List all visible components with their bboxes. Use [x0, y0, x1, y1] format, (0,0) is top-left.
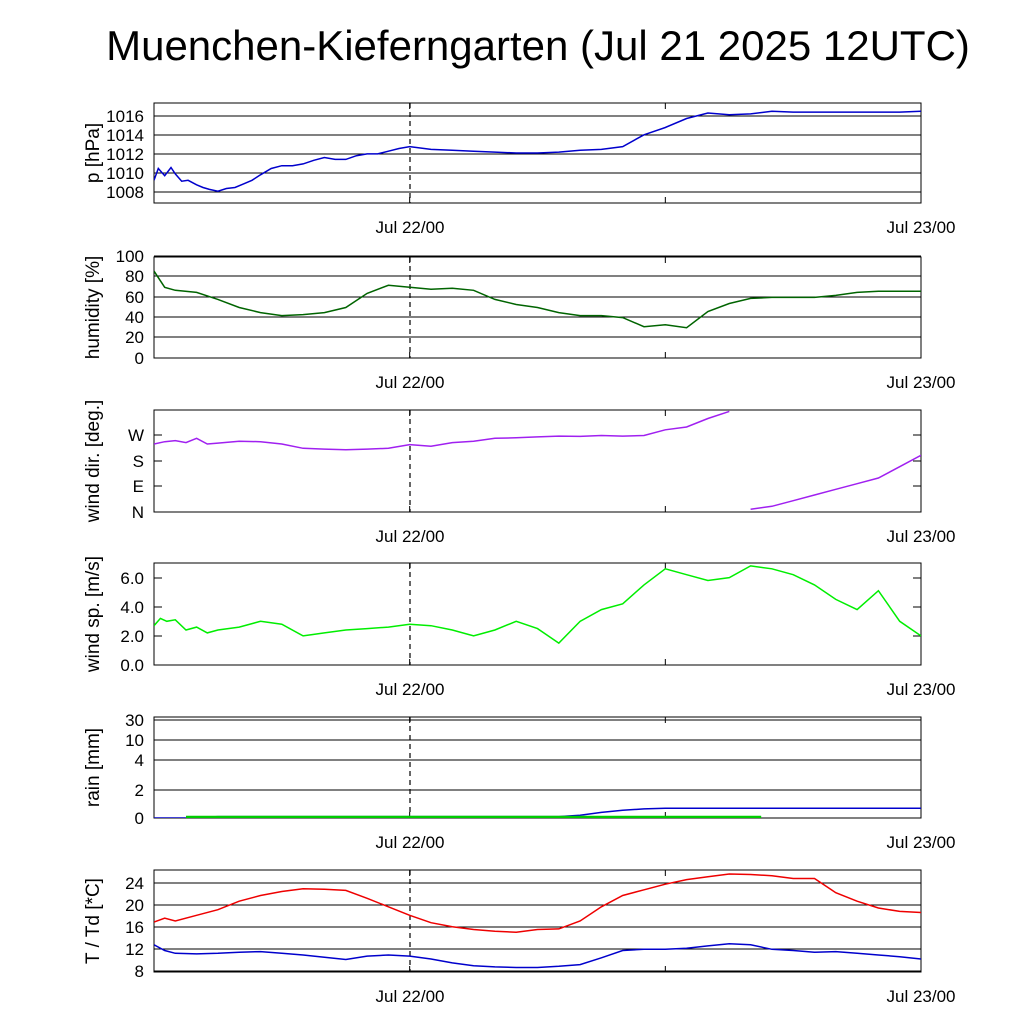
y-tick-label: 20	[125, 896, 144, 915]
x-tick-label: Jul 23/00	[887, 680, 956, 699]
x-tick-label: Jul 22/00	[376, 987, 445, 1006]
panel-5: 8 12 16 20 24 Jul 22/00 Jul 23/00 T / Td [*C]	[83, 869, 956, 1006]
y-tick-label: E	[133, 477, 144, 496]
page-title: Muenchen-Kieferngarten (Jul 21 2025 12UT…	[106, 22, 970, 69]
series-line	[154, 873, 921, 934]
y-tick-label: 0	[135, 809, 144, 828]
y-tick-label: 2	[135, 781, 144, 800]
x-tick-label: Jul 23/00	[887, 218, 956, 237]
y-tick-label: 0.0	[120, 656, 144, 675]
y-tick-label: 24	[125, 874, 144, 893]
series-line	[154, 565, 921, 645]
series-line	[750, 454, 921, 510]
y-tick-label: N	[132, 503, 144, 522]
y-tick-label: 4.0	[120, 598, 144, 617]
y-axis-label: wind dir. [deg.]	[83, 400, 104, 524]
y-tick-label: 40	[125, 308, 144, 327]
series-line	[154, 410, 730, 451]
x-tick-label: Jul 23/00	[887, 527, 956, 546]
x-tick-label: Jul 22/00	[376, 527, 445, 546]
y-axis-label: rain [mm]	[83, 728, 104, 807]
y-tick-label: 1014	[106, 126, 144, 145]
y-axis-label: wind sp. [m/s]	[83, 556, 104, 673]
y-tick-label: 20	[125, 328, 144, 347]
y-tick-label: 6.0	[120, 569, 144, 588]
y-tick-label: 2.0	[120, 627, 144, 646]
x-tick-label: Jul 22/00	[376, 218, 445, 237]
panel-frame	[153, 102, 922, 204]
y-tick-label: 1008	[106, 183, 144, 202]
series-line	[154, 110, 921, 192]
y-tick-label: 16	[125, 918, 144, 937]
y-tick-label: 30	[125, 711, 144, 730]
panel-frame	[153, 716, 922, 819]
y-tick-label: 0	[135, 349, 144, 368]
y-axis-label: T / Td [*C]	[83, 878, 104, 964]
y-tick-label: 60	[125, 288, 144, 307]
y-tick-label: S	[133, 452, 144, 471]
panel-frame	[153, 869, 922, 973]
y-tick-label: 12	[125, 940, 144, 959]
y-axis-label: p [hPa]	[83, 123, 104, 183]
series-line	[154, 942, 921, 969]
y-tick-label: 10	[125, 731, 144, 750]
series-line	[154, 270, 921, 329]
y-tick-label: W	[128, 426, 144, 445]
panel-frame	[153, 562, 922, 666]
x-tick-label: Jul 22/00	[376, 373, 445, 392]
y-tick-label: 80	[125, 267, 144, 286]
x-tick-label: Jul 22/00	[376, 833, 445, 852]
x-tick-label: Jul 23/00	[887, 987, 956, 1006]
y-tick-label: 8	[135, 962, 144, 981]
y-tick-label: 1016	[106, 107, 144, 126]
y-tick-label: 1012	[106, 145, 144, 164]
x-tick-label: Jul 23/00	[887, 373, 956, 392]
panel-3: 0.0 2.0 4.0 6.0 Jul 22/00 Jul 23/00 wind sp. […	[83, 556, 956, 699]
x-tick-label: Jul 22/00	[376, 680, 445, 699]
y-tick-label: 100	[116, 247, 144, 266]
y-axis-label: humidity [%]	[83, 256, 104, 359]
y-tick-label: 4	[135, 751, 144, 770]
x-tick-label: Jul 23/00	[887, 833, 956, 852]
y-tick-label: 1010	[106, 164, 144, 183]
